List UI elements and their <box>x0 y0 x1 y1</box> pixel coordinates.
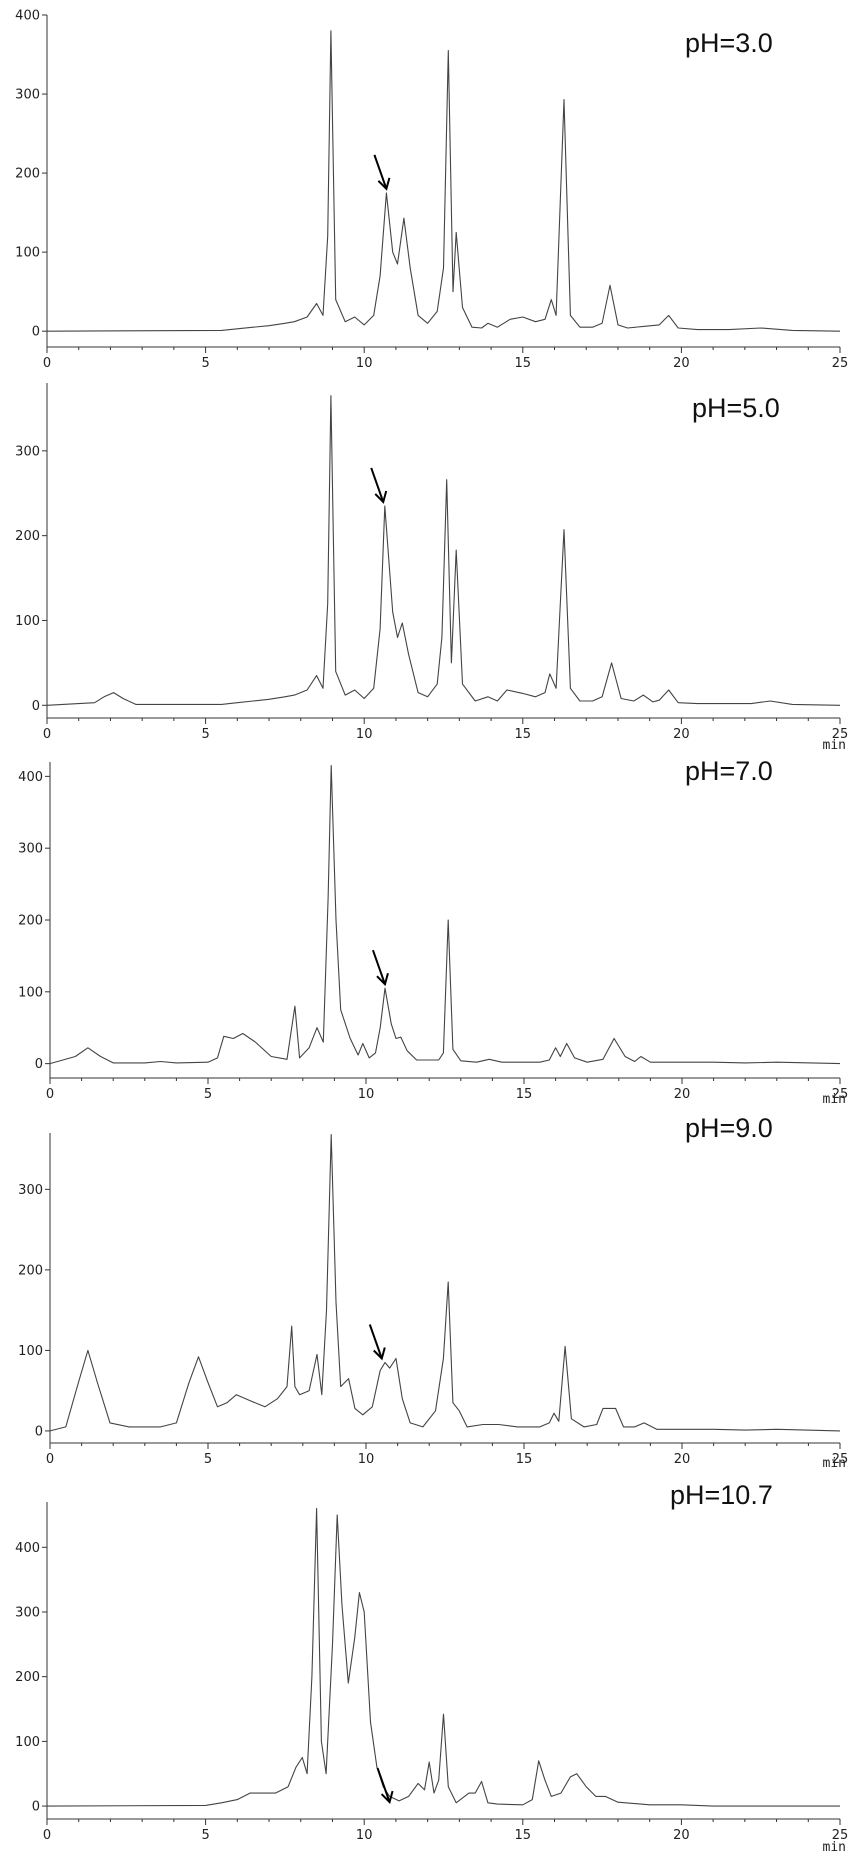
y-tick-label: 0 <box>32 325 40 340</box>
y-tick-label: 300 <box>15 444 40 459</box>
arrow-head <box>376 972 389 987</box>
y-tick-label: 400 <box>15 9 40 24</box>
chromatogram-trace <box>49 1134 841 1432</box>
x-tick-label: 5 <box>204 1452 212 1467</box>
x-axis-unit-label: min <box>823 1840 846 1855</box>
chromatogram-trace <box>49 765 841 1065</box>
chromatogram-trace <box>46 395 841 706</box>
x-tick-label: 5 <box>204 1087 212 1102</box>
x-axis-unit-label: min <box>823 1092 846 1107</box>
x-tick-label: 10 <box>356 356 373 371</box>
arrow-head <box>373 1347 386 1361</box>
y-tick-label: 400 <box>15 1541 40 1556</box>
x-tick-label: 25 <box>832 1828 849 1843</box>
x-tick-label: 20 <box>674 1452 691 1467</box>
x-tick-label: 25 <box>832 356 849 371</box>
y-tick-label: 100 <box>18 985 43 1000</box>
x-tick-label: 15 <box>515 727 532 742</box>
panel-ph-9-0: pH=9.0 min 0 100 200 300 0 5 10 15 20 25 <box>18 1113 848 1471</box>
x-tick-label: 10 <box>356 1828 373 1843</box>
x-tick-label: 10 <box>356 727 373 742</box>
x-tick-label: 5 <box>201 1828 209 1843</box>
y-tick-label: 100 <box>15 1735 40 1750</box>
arrow-shaft <box>372 949 386 985</box>
x-tick-label: 25 <box>832 1452 849 1467</box>
x-tick-label: 0 <box>46 1087 54 1102</box>
y-tick-label: 0 <box>32 1800 40 1815</box>
x-tick-label: 25 <box>832 1087 849 1102</box>
y-tick-label: 300 <box>18 842 43 857</box>
x-tick-label: 10 <box>358 1452 375 1467</box>
x-tick-label: 20 <box>673 356 690 371</box>
chromatogram-trace <box>46 30 841 332</box>
panel-title: pH=5.0 <box>692 393 780 423</box>
arrow-head <box>374 490 388 504</box>
arrow-shaft <box>376 1767 391 1803</box>
y-tick-label: 200 <box>18 914 43 929</box>
y-tick-label: 200 <box>18 1263 43 1278</box>
y-tick-label: 300 <box>15 88 40 103</box>
panel-ph-5-0: pH=5.0 min 0 100 200 300 0 5 10 15 20 25 <box>15 383 848 753</box>
x-tick-label: 20 <box>674 1087 691 1102</box>
arrow-shaft <box>368 1324 383 1359</box>
peak-arrow-annotation <box>370 467 388 504</box>
chromatogram-trace <box>46 1507 840 1807</box>
panel-title: pH=10.7 <box>670 1480 773 1510</box>
y-tick-label: 200 <box>15 167 40 182</box>
arrow-head <box>380 1790 394 1804</box>
x-tick-label: 15 <box>516 1087 533 1102</box>
y-tick-label: 0 <box>35 1424 43 1439</box>
y-tick-label: 100 <box>15 246 40 261</box>
arrow-shaft <box>373 154 388 190</box>
arrow-shaft <box>370 467 385 503</box>
x-tick-label: 15 <box>516 1452 533 1467</box>
x-tick-label: 10 <box>358 1087 375 1102</box>
x-tick-label: 25 <box>832 727 849 742</box>
y-tick-label: 100 <box>18 1344 43 1359</box>
peak-arrow-annotation <box>372 949 389 987</box>
y-tick-label: 0 <box>35 1057 43 1072</box>
y-tick-label: 200 <box>15 1670 40 1685</box>
panel-title: pH=9.0 <box>685 1113 773 1143</box>
x-tick-label: 0 <box>43 1828 51 1843</box>
panel-ph-3-0: pH=3.0 0 100 200 300 400 0 5 10 15 20 25 <box>15 9 848 372</box>
panel-ph-10-7: pH=10.7 min 0 100 200 300 400 0 5 10 15 20 25 <box>15 1480 848 1855</box>
arrow-head <box>377 177 391 191</box>
x-tick-label: 0 <box>46 1452 54 1467</box>
y-tick-label: 0 <box>32 699 40 714</box>
x-tick-label: 0 <box>43 727 51 742</box>
x-tick-label: 5 <box>201 356 209 371</box>
panel-title: pH=7.0 <box>685 756 773 786</box>
x-axis-unit-label: min <box>823 1456 846 1471</box>
y-tick-label: 300 <box>18 1183 43 1198</box>
x-tick-label: 20 <box>673 1828 690 1843</box>
peak-arrow-annotation <box>368 1324 386 1361</box>
x-tick-label: 15 <box>515 1828 532 1843</box>
y-tick-label: 400 <box>18 770 43 785</box>
peak-arrow-annotation <box>376 1767 394 1804</box>
y-tick-label: 100 <box>15 614 40 629</box>
x-tick-label: 15 <box>515 356 532 371</box>
panel-ph-7-0: pH=7.0 min 0 100 200 300 400 0 5 10 15 20 25 <box>18 756 848 1107</box>
y-tick-label: 300 <box>15 1605 40 1620</box>
x-axis-unit-label: min <box>823 738 846 753</box>
x-tick-label: 20 <box>673 727 690 742</box>
y-tick-label: 200 <box>15 529 40 544</box>
x-tick-label: 0 <box>43 356 51 371</box>
panel-title: pH=3.0 <box>685 28 773 58</box>
peak-arrow-annotation <box>373 154 391 191</box>
x-tick-label: 5 <box>201 727 209 742</box>
